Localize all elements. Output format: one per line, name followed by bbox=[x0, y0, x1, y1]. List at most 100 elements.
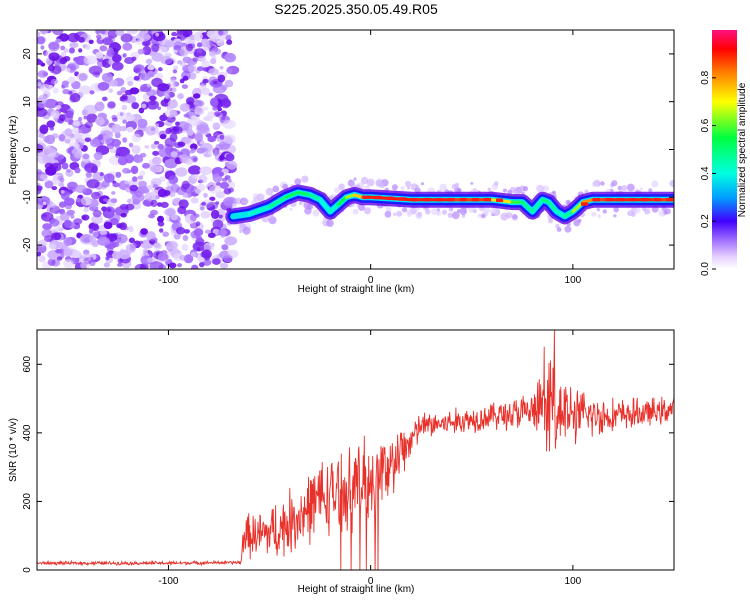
noise-blob bbox=[203, 192, 208, 198]
noise-blob bbox=[196, 48, 203, 54]
ridge-halo-blob bbox=[480, 213, 486, 219]
noise-blob bbox=[60, 45, 66, 51]
noise-blob bbox=[43, 98, 58, 109]
noise-blob bbox=[127, 81, 133, 87]
noise-blob bbox=[177, 263, 182, 268]
noise-blob bbox=[48, 52, 60, 61]
noise-blob bbox=[193, 228, 204, 237]
spectrogram-y-label: Frequency (Hz) bbox=[8, 116, 19, 185]
noise-blob bbox=[172, 69, 178, 74]
noise-blob bbox=[69, 47, 75, 54]
ridge-halo-blob bbox=[500, 212, 509, 221]
noise-blob bbox=[160, 201, 169, 208]
noise-blob bbox=[108, 250, 113, 255]
noise-blob bbox=[221, 244, 229, 251]
noise-blob bbox=[125, 114, 135, 122]
ridge-halo-blob bbox=[256, 193, 265, 202]
ridge-halo-blob bbox=[564, 225, 572, 233]
noise-blob bbox=[106, 49, 115, 57]
noise-blob bbox=[137, 175, 144, 180]
noise-blob bbox=[219, 154, 225, 161]
noise-blob bbox=[159, 133, 167, 140]
noise-blob bbox=[152, 31, 166, 42]
noise-blob bbox=[223, 134, 236, 145]
noise-blob bbox=[42, 201, 47, 205]
noise-blob bbox=[126, 126, 134, 133]
spectrogram-marks bbox=[37, 30, 674, 269]
noise-blob bbox=[150, 143, 157, 150]
noise-blob bbox=[129, 184, 138, 192]
noise-blob bbox=[46, 120, 56, 128]
noise-blob bbox=[173, 65, 179, 71]
ridge-halo-blob bbox=[512, 214, 518, 220]
noise-blob bbox=[59, 57, 68, 65]
noise-blob bbox=[152, 184, 159, 189]
noise-blob bbox=[83, 55, 98, 65]
noise-blob bbox=[202, 67, 209, 72]
noise-blob bbox=[128, 237, 135, 244]
noise-blob bbox=[221, 98, 231, 107]
noise-blob bbox=[40, 45, 45, 50]
noise-blob bbox=[58, 134, 66, 142]
noise-blob bbox=[122, 137, 128, 143]
noise-blob bbox=[155, 32, 160, 37]
noise-blob bbox=[95, 74, 99, 78]
ridge-halo-blob bbox=[405, 180, 412, 188]
noise-blob bbox=[226, 160, 237, 170]
noise-blob bbox=[209, 185, 222, 194]
noise-blob bbox=[131, 192, 145, 203]
noise-blob bbox=[191, 264, 199, 269]
noise-blob bbox=[37, 31, 41, 37]
noise-blob bbox=[76, 72, 89, 82]
noise-blob bbox=[84, 137, 92, 143]
ridge-halo-blob bbox=[477, 213, 482, 218]
noise-blob bbox=[62, 88, 70, 95]
noise-blob bbox=[94, 101, 105, 112]
noise-blob bbox=[55, 248, 62, 254]
noise-blob bbox=[129, 87, 140, 95]
noise-blob bbox=[106, 207, 112, 212]
noise-blob bbox=[198, 257, 205, 262]
noise-blob bbox=[193, 99, 205, 108]
noise-blob bbox=[155, 123, 160, 128]
noise-blob bbox=[92, 209, 102, 218]
noise-blob bbox=[131, 145, 141, 154]
noise-blob bbox=[44, 235, 53, 243]
noise-blob bbox=[65, 110, 74, 119]
noise-blob bbox=[199, 206, 205, 211]
ridge-halo-blob bbox=[507, 189, 513, 195]
noise-blob bbox=[190, 148, 196, 154]
noise-blob bbox=[70, 214, 75, 219]
noise-blob bbox=[109, 217, 119, 226]
noise-blob bbox=[157, 215, 164, 223]
noise-blob bbox=[40, 174, 48, 180]
noise-blob bbox=[159, 228, 164, 233]
ridge-halo-blob bbox=[611, 180, 618, 187]
noise-blob bbox=[153, 140, 160, 145]
noise-blob bbox=[188, 165, 202, 176]
noise-blob bbox=[201, 249, 212, 259]
noise-blob bbox=[95, 117, 105, 126]
noise-blob bbox=[147, 30, 152, 34]
noise-blob bbox=[63, 259, 74, 269]
snr-x-ticks: -100 0 100 bbox=[158, 330, 582, 587]
noise-blob bbox=[111, 191, 116, 195]
noise-blob bbox=[224, 175, 231, 180]
ridge-core-segment bbox=[547, 200, 559, 214]
noise-blob bbox=[141, 103, 147, 109]
noise-blob bbox=[170, 214, 179, 221]
ridge-halo-blob bbox=[358, 203, 366, 211]
noise-blob bbox=[166, 240, 178, 250]
noise-blob bbox=[181, 84, 188, 89]
noise-blob bbox=[212, 122, 221, 131]
noise-blob bbox=[69, 42, 79, 49]
noise-blob bbox=[99, 45, 108, 52]
noise-blob bbox=[81, 214, 90, 221]
ridge-halo-blob bbox=[663, 210, 668, 215]
noise-blob bbox=[223, 172, 228, 176]
noise-blob bbox=[210, 58, 217, 65]
noise-blob bbox=[43, 178, 49, 183]
noise-blob bbox=[163, 190, 171, 196]
ridge-halo-blob bbox=[626, 183, 635, 192]
noise-blob bbox=[152, 150, 160, 156]
